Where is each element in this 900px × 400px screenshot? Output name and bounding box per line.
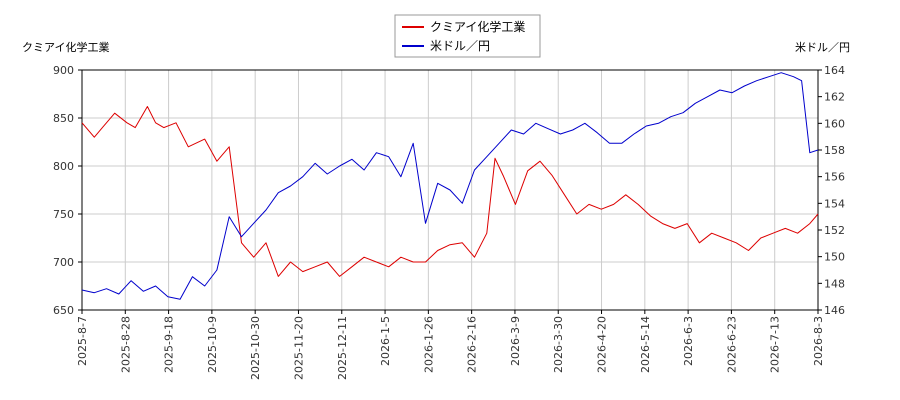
- right-tick-label: 152: [824, 224, 845, 237]
- left-tick-label: 650: [53, 304, 74, 317]
- right-tick-label: 154: [824, 197, 845, 210]
- legend-label-usdjpy: 米ドル／円: [430, 39, 490, 53]
- x-tick-label: 2026-1-26: [422, 316, 435, 373]
- series-line-kumiai: [81, 106, 819, 277]
- legend-box: [394, 14, 541, 58]
- series-line-usdjpy: [81, 72, 819, 300]
- x-tick-label: 2025-8-7: [76, 316, 89, 366]
- right-axis-title: 米ドル／円: [795, 41, 850, 54]
- right-axis: 164 162 160 158 156 154 152 150 148 146: [818, 64, 845, 317]
- x-tick-label: 2026-6-3: [682, 316, 695, 366]
- left-tick-label: 900: [53, 64, 74, 77]
- x-tick-label: 2026-1-5: [379, 316, 392, 366]
- x-tick-label: 2026-3-30: [552, 316, 565, 373]
- left-tick-label: 800: [53, 160, 74, 173]
- x-tick-label: 2025-9-18: [163, 316, 176, 373]
- left-axis-title: クミアイ化学工業: [22, 40, 109, 54]
- legend: クミアイ化学工業 米ドル／円: [394, 14, 541, 58]
- x-tick-label: 2026-6-23: [725, 316, 738, 373]
- right-tick-label: 148: [824, 277, 845, 290]
- right-tick-label: 164: [824, 64, 845, 77]
- x-tick-label: 2026-4-20: [596, 316, 609, 373]
- right-tick-label: 158: [824, 144, 845, 157]
- series-layer: [81, 72, 819, 300]
- x-axis: 2025-8-7 2025-8-28 2025-9-18 2025-10-9 2025-…: [76, 310, 825, 380]
- left-tick-label: 700: [53, 256, 74, 269]
- x-tick-label: 2026-2-16: [466, 316, 479, 373]
- x-tick-label: 2026-3-9: [509, 316, 522, 366]
- left-tick-label: 750: [53, 208, 74, 221]
- legend-label-kumiai: クミアイ化学工業: [430, 19, 525, 34]
- plot-frame: [81, 69, 819, 311]
- x-tick-label: 2025-10-30: [249, 316, 262, 380]
- x-tick-label: 2026-7-13: [769, 316, 782, 373]
- x-tick-label: 2025-8-28: [119, 316, 132, 373]
- right-tick-label: 150: [824, 251, 845, 264]
- x-tick-label: 2025-10-9: [206, 316, 219, 373]
- left-tick-label: 850: [53, 112, 74, 125]
- right-tick-label: 146: [824, 304, 845, 317]
- left-axis: 900 850 800 750 700 650: [53, 64, 82, 317]
- x-tick-label: 2025-11-20: [292, 316, 305, 380]
- x-tick-label: 2026-8-3: [812, 316, 825, 366]
- right-tick-label: 162: [824, 91, 845, 104]
- right-tick-label: 160: [824, 117, 845, 130]
- x-tick-label: 2025-12-11: [336, 316, 349, 380]
- right-tick-label: 156: [824, 171, 845, 184]
- x-tick-label: 2026-5-14: [639, 316, 652, 373]
